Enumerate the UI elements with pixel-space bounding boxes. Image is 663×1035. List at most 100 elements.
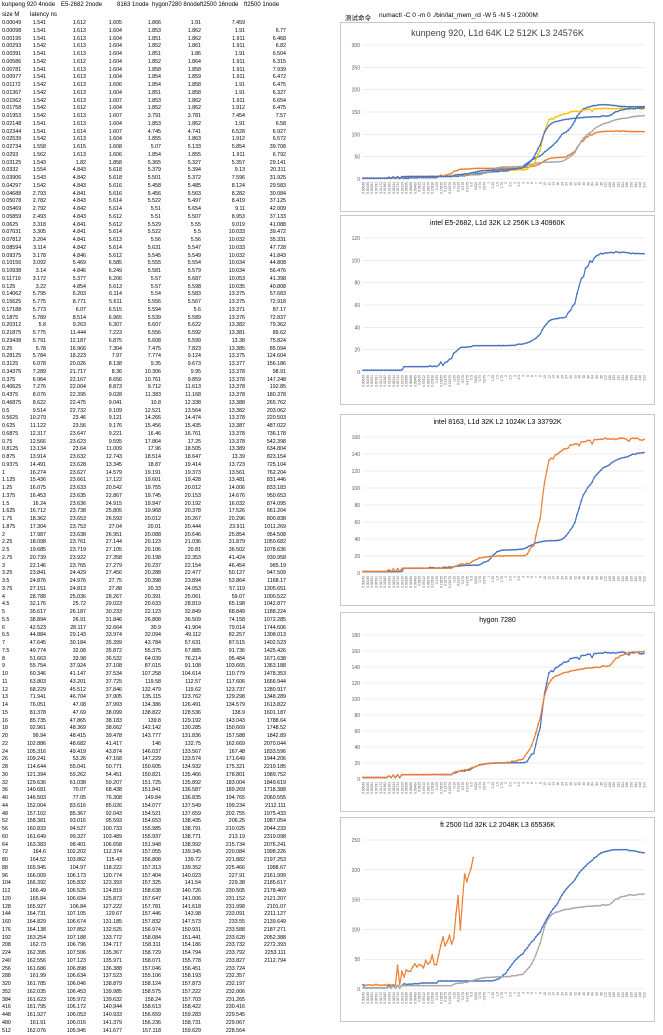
group-header: E5-2682 2node — [61, 0, 102, 11]
data-point — [490, 977, 492, 979]
data-point — [386, 177, 388, 179]
data-point — [481, 763, 483, 765]
latency-cell: 87.17 — [248, 307, 286, 315]
data-point — [598, 905, 600, 907]
latency-cell: 220.503 — [248, 415, 286, 423]
data-point — [496, 551, 498, 553]
latency-cell: 8.771 — [50, 299, 86, 307]
latency-cell: 106.634 — [50, 973, 86, 981]
data-point — [639, 115, 641, 117]
latency-cell: 2178.469 — [248, 888, 286, 896]
data-point — [384, 571, 386, 573]
latency-cell: 3.318 — [22, 222, 46, 230]
y-tick-label: 180 — [352, 633, 361, 639]
data-point — [619, 109, 621, 111]
latency-cell: 2319.098 — [248, 834, 286, 842]
data-point — [542, 153, 544, 155]
data-point — [548, 158, 550, 160]
latency-cell: 140.023 — [165, 873, 201, 881]
data-point — [366, 984, 368, 986]
data-point — [481, 557, 483, 559]
latency-cell: 5.775 — [22, 299, 46, 307]
data-point — [462, 174, 464, 176]
latency-cell: 56.476 — [248, 268, 286, 276]
latency-cell: 61.038 — [50, 780, 86, 788]
data-point — [483, 168, 485, 170]
data-point — [533, 939, 535, 941]
data-point — [602, 665, 604, 667]
latency-cell: 91.736 — [205, 648, 245, 656]
data-point — [513, 975, 515, 977]
latency-cell: 6.654 — [248, 98, 286, 106]
latency-cell: 5.594 — [125, 307, 161, 315]
latency-cell: 1.851 — [125, 36, 161, 44]
latency-cell: 1613.822 — [248, 702, 286, 710]
data-point — [561, 161, 563, 163]
latency-cell: 233.628 — [205, 935, 245, 943]
data-point — [421, 567, 423, 569]
latency-cell: 105.832 — [50, 880, 86, 888]
latency-cell: 16.24 — [22, 501, 46, 509]
data-point — [544, 325, 546, 327]
latency-cell: 106.898 — [50, 966, 86, 974]
data-point — [548, 540, 550, 542]
latency-cell: 142.142 — [125, 725, 161, 733]
latency-cell: 12.187 — [50, 338, 86, 346]
data-point — [459, 565, 461, 567]
data-point — [382, 984, 384, 986]
latency-cell: 41.147 — [50, 671, 86, 679]
data-point — [500, 169, 502, 171]
latency-cell: 25.036 — [50, 594, 86, 602]
data-point — [464, 769, 466, 771]
latency-cell: 138.879 — [90, 981, 122, 989]
latency-cell: 11.383 — [125, 392, 161, 400]
latency-cell: 150.931 — [165, 927, 201, 935]
latency-cell: 5.616 — [90, 191, 122, 199]
latency-cell: 20.81 — [165, 547, 201, 555]
data-point — [390, 984, 392, 986]
data-point — [622, 457, 624, 459]
data-point — [429, 985, 431, 987]
latency-cell: 68.849 — [205, 609, 245, 617]
data-point — [535, 542, 537, 544]
data-point — [427, 176, 429, 178]
data-point — [617, 130, 619, 132]
latency-cell: 1718.388 — [248, 787, 286, 795]
data-point — [377, 369, 379, 371]
data-point — [390, 987, 392, 989]
latency-cell: 180.378 — [248, 392, 286, 400]
data-point — [479, 980, 481, 982]
data-point — [578, 445, 580, 447]
data-point — [591, 657, 593, 659]
latency-cell: 152.004 — [22, 803, 46, 811]
data-point — [583, 140, 585, 142]
data-point — [572, 657, 574, 659]
data-point — [421, 985, 423, 987]
data-point — [455, 914, 457, 916]
data-point — [563, 160, 565, 162]
data-point — [546, 159, 548, 161]
data-point — [611, 108, 613, 110]
data-point — [490, 555, 492, 557]
latency-cell: 31.925 — [248, 175, 286, 183]
latency-cell: 17.122 — [90, 477, 122, 485]
latency-cell: 1.911 — [205, 74, 245, 82]
data-point — [587, 116, 589, 118]
latency-cell: 36.502 — [205, 547, 245, 555]
latency-cell: 5.854 — [205, 144, 245, 152]
latency-cell: 171.649 — [205, 756, 245, 764]
latency-cell: 20.106 — [125, 547, 161, 555]
latency-cell: 1.604 — [90, 74, 122, 82]
data-point — [637, 253, 639, 255]
data-point — [598, 652, 600, 654]
latency-cell: 1011.269 — [248, 524, 286, 532]
data-point — [395, 984, 397, 986]
data-point — [583, 655, 585, 657]
latency-cell: 2101.07 — [248, 904, 286, 912]
data-point — [369, 987, 371, 989]
data-point — [617, 251, 619, 253]
latency-cell: 162.73 — [22, 942, 46, 950]
data-point — [531, 159, 533, 161]
latency-cell: 1363.188 — [248, 663, 286, 671]
data-point — [485, 172, 487, 174]
